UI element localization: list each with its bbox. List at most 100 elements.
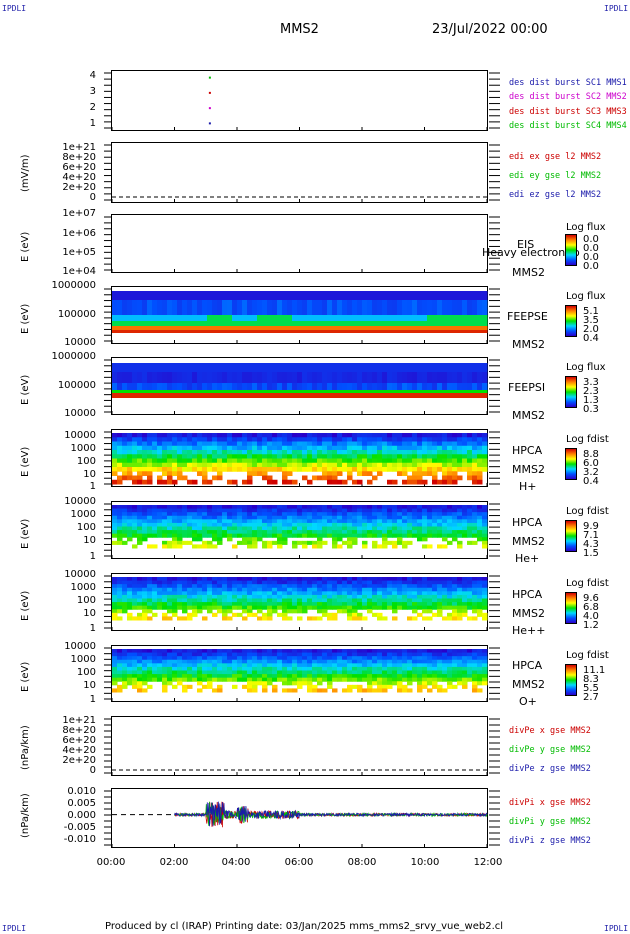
- spectrogram-cell: [197, 663, 203, 668]
- colorbar-value: 0.0: [583, 261, 599, 272]
- spectrogram-cell: [267, 505, 273, 510]
- spectrogram-cell: [372, 580, 378, 585]
- spectrogram-cell: [447, 300, 453, 315]
- spectrogram-cell: [287, 441, 293, 447]
- spectrogram-cell: [347, 533, 353, 538]
- spectrogram-cell: [452, 587, 458, 592]
- spectrogram-cell: [262, 321, 268, 326]
- spectrogram-cell: [182, 330, 188, 333]
- spectrogram-cell: [277, 580, 283, 585]
- spectrogram-cell: [337, 670, 343, 675]
- spectrogram-cell: [192, 666, 198, 671]
- spectrogram-cell: [232, 580, 238, 585]
- spectrogram-cell: [342, 363, 348, 372]
- spectrogram-cell: [217, 433, 223, 438]
- spectrogram-cell: [252, 677, 258, 682]
- spectrogram-cell: [127, 656, 133, 661]
- spectrogram-cell: [302, 321, 308, 326]
- spectrogram-cell: [197, 591, 203, 596]
- spectrogram-cell: [432, 441, 438, 447]
- spectrogram-cell: [417, 471, 423, 476]
- spectrogram-cell: [172, 393, 178, 398]
- spectrogram-cell: [282, 433, 288, 438]
- spectrogram-cell: [322, 383, 328, 390]
- spectrogram-cell: [242, 577, 248, 582]
- spectrogram-cell: [482, 519, 488, 524]
- spectrogram-cell: [167, 515, 173, 520]
- spectrogram-cell: [212, 677, 218, 682]
- spectrogram-cell: [132, 674, 138, 679]
- spectrogram-cell: [157, 445, 163, 451]
- spectrogram-cell: [162, 684, 168, 689]
- spectrogram-cell: [162, 688, 168, 693]
- spectrogram-cell: [397, 537, 403, 542]
- spectrogram-cell: [207, 598, 213, 603]
- spectrogram-cell: [282, 663, 288, 668]
- spectrogram-cell: [372, 674, 378, 679]
- colorbar: [565, 376, 577, 408]
- spectrogram-cell: [387, 666, 393, 671]
- spectrogram-cell: [247, 544, 253, 549]
- spectrogram-cell: [277, 326, 283, 330]
- spectrogram-cell: [277, 330, 283, 333]
- spectrogram-cell: [187, 522, 193, 527]
- spectrogram-cell: [307, 479, 313, 485]
- spectrogram-cell: [287, 505, 293, 510]
- spectrogram-cell: [352, 363, 358, 372]
- spectrogram-cell: [302, 526, 308, 531]
- spectrogram-cell: [307, 467, 313, 472]
- spectrogram-cell: [352, 591, 358, 596]
- spectrogram-cell: [347, 433, 353, 438]
- spectrogram-cell: [247, 300, 253, 315]
- spectrogram-cell: [422, 652, 428, 657]
- spectrogram-cell: [357, 577, 363, 582]
- spectrogram-cell: [382, 584, 388, 589]
- spectrogram-cell: [232, 372, 238, 383]
- spectrogram-cell: [122, 652, 128, 657]
- spectrogram-cell: [287, 584, 293, 589]
- spectrogram-cell: [292, 652, 298, 657]
- spectrogram-cell: [147, 544, 153, 549]
- spectrogram-cell: [457, 602, 463, 607]
- spectrogram-cell: [437, 688, 443, 693]
- spectrogram-cell: [397, 291, 403, 300]
- spectrogram-cell: [247, 454, 253, 459]
- spectrogram-cell: [457, 330, 463, 333]
- spectrogram-cell: [322, 580, 328, 585]
- spectrogram-cell: [122, 580, 128, 585]
- spectrogram-cell: [397, 533, 403, 538]
- spectrogram-cell: [407, 616, 413, 621]
- spectrogram-cell: [382, 515, 388, 520]
- spectrogram-cell: [347, 656, 353, 661]
- ytick: 100: [76, 595, 96, 606]
- spectrogram-cell: [217, 587, 223, 592]
- spectrogram-cell: [167, 321, 173, 326]
- spectrogram-cell: [212, 372, 218, 383]
- spectrogram-cell: [157, 591, 163, 596]
- spectrogram-cell: [377, 512, 383, 517]
- spectrogram-cell: [367, 330, 373, 333]
- spectrogram-cell: [367, 577, 373, 582]
- spectrogram-cell: [427, 454, 433, 459]
- spectrogram-cell: [272, 441, 278, 447]
- spectrogram-cell: [417, 512, 423, 517]
- spectrogram-cell: [462, 300, 468, 315]
- spectrogram-cell: [332, 315, 338, 321]
- spectrogram-cell: [397, 450, 403, 455]
- spectrogram-cell: [197, 471, 203, 476]
- spectrogram-cell: [272, 677, 278, 682]
- label-species-he2: He++: [512, 624, 546, 637]
- spectrogram-cell: [202, 393, 208, 398]
- spectrogram-cell: [332, 450, 338, 455]
- spectrogram-cell: [197, 537, 203, 542]
- spectrogram-cell: [442, 688, 448, 693]
- spectrogram-cell: [282, 315, 288, 321]
- spectrogram-cell: [482, 372, 488, 383]
- spectrogram-cell: [362, 540, 368, 545]
- spectrogram-cell: [317, 656, 323, 661]
- spectrogram-cell: [332, 577, 338, 582]
- spectrogram-cell: [177, 533, 183, 538]
- spectrogram-cell: [147, 515, 153, 520]
- spectrogram-cell: [147, 372, 153, 383]
- spectrogram-cell: [297, 522, 303, 527]
